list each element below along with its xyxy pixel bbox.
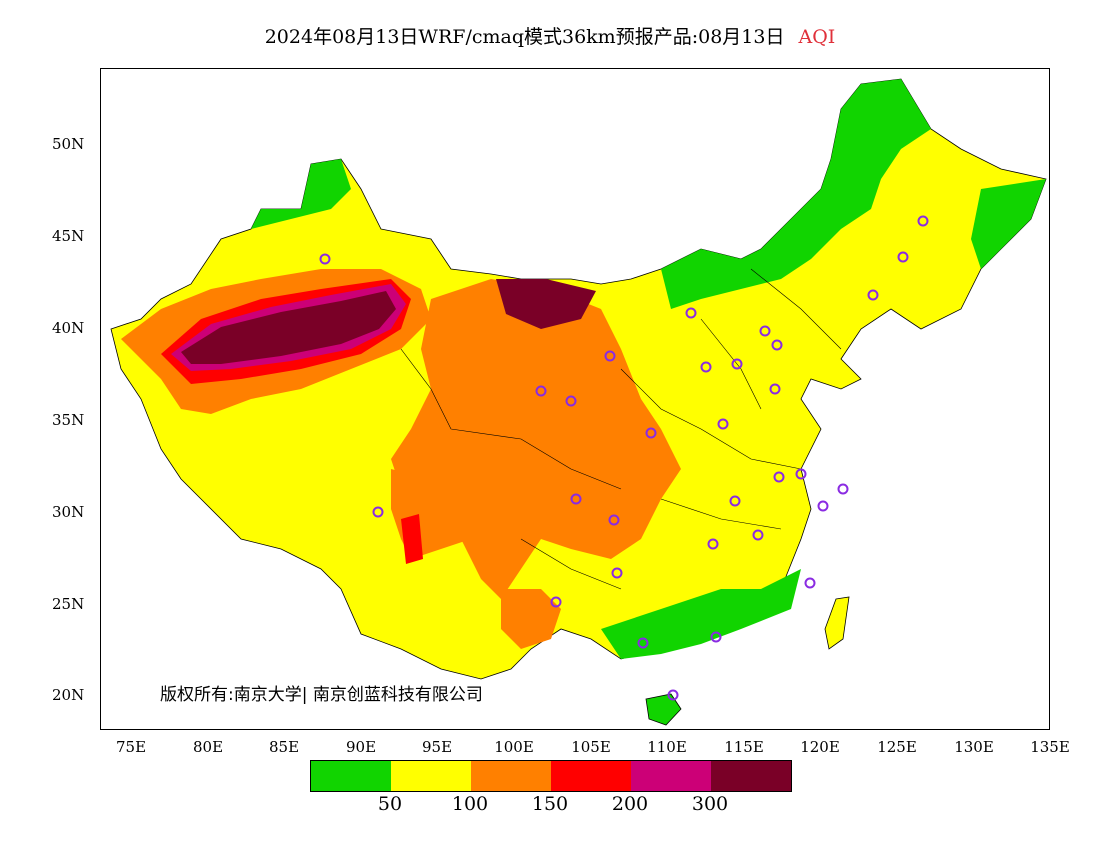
x-tick-label: 75E — [115, 738, 147, 756]
y-tick-label: 30N — [52, 503, 85, 521]
x-tick-label: 80E — [192, 738, 224, 756]
city-marker — [637, 637, 649, 649]
green-northwest — [251, 159, 351, 229]
city-marker — [769, 383, 781, 395]
province-lines — [400, 268, 842, 590]
red-tibet-south — [401, 514, 423, 564]
city-marker — [729, 495, 741, 507]
legend-swatch — [311, 761, 391, 791]
legend-swatch — [631, 761, 711, 791]
city-marker — [771, 339, 783, 351]
city-markers — [319, 215, 929, 701]
copyright-text: 版权所有:南京大学| 南京创蓝科技有限公司 — [160, 685, 483, 705]
legend-label: 50 — [377, 793, 403, 815]
city-marker — [867, 289, 879, 301]
legend-label: 100 — [451, 793, 489, 815]
orange-yunnan — [501, 589, 561, 649]
city-marker — [795, 468, 807, 480]
city-marker — [667, 689, 679, 701]
city-marker — [372, 506, 384, 518]
legend-swatch — [391, 761, 471, 791]
aqi-map — [100, 68, 1050, 730]
city-marker — [897, 251, 909, 263]
city-marker — [717, 418, 729, 430]
city-marker — [700, 361, 712, 373]
city-marker — [645, 427, 657, 439]
city-marker — [773, 471, 785, 483]
legend-label: 300 — [691, 793, 729, 815]
city-marker — [565, 395, 577, 407]
y-tick-label: 20N — [52, 686, 85, 704]
city-marker — [319, 253, 331, 265]
x-tick-label: 105E — [571, 738, 611, 756]
map-title: 2024年08月13日WRF/cmaq模式36km预报产品:08月13日 AQI — [0, 22, 1100, 49]
city-marker — [752, 529, 764, 541]
city-marker — [804, 577, 816, 589]
city-marker — [707, 538, 719, 550]
city-marker — [570, 493, 582, 505]
city-marker — [685, 307, 697, 319]
x-tick-label: 130E — [954, 738, 994, 756]
green-northeast — [661, 79, 931, 309]
x-tick-label: 125E — [877, 738, 917, 756]
x-tick-label: 85E — [268, 738, 300, 756]
maroon-alxa — [496, 279, 596, 329]
green-south — [601, 569, 801, 659]
legend-label: 200 — [611, 793, 649, 815]
y-tick-label: 50N — [52, 135, 85, 153]
y-tick-label: 40N — [52, 319, 85, 337]
maroon-tarim — [181, 291, 396, 364]
title-variable: AQI — [798, 26, 836, 48]
city-marker — [817, 500, 829, 512]
city-marker — [535, 385, 547, 397]
legend-label: 150 — [531, 793, 569, 815]
city-marker — [837, 483, 849, 495]
x-tick-label: 95E — [421, 738, 453, 756]
city-marker — [917, 215, 929, 227]
x-tick-label: 110E — [647, 738, 687, 756]
taiwan-region — [824, 596, 850, 650]
city-marker — [550, 596, 562, 608]
legend-swatch — [471, 761, 551, 791]
x-tick-label: 135E — [1030, 738, 1070, 756]
x-tick-label: 90E — [345, 738, 377, 756]
x-tick-label: 100E — [494, 738, 534, 756]
city-marker — [759, 325, 771, 337]
y-tick-label: 25N — [52, 595, 85, 613]
x-tick-label: 120E — [800, 738, 840, 756]
x-tick-label: 115E — [724, 738, 764, 756]
city-marker — [604, 350, 616, 362]
title-text: 2024年08月13日WRF/cmaq模式36km预报产品:08月13日 — [264, 26, 785, 48]
color-legend — [310, 760, 792, 792]
y-tick-label: 35N — [52, 411, 85, 429]
city-marker — [731, 358, 743, 370]
legend-swatch — [711, 761, 791, 791]
green-east-edge — [971, 179, 1046, 269]
y-tick-label: 45N — [52, 227, 85, 245]
aqi-map-svg — [110, 78, 1047, 726]
legend-swatch — [551, 761, 631, 791]
hainan-green — [645, 693, 682, 726]
city-marker — [710, 631, 722, 643]
city-marker — [608, 514, 620, 526]
city-marker — [611, 567, 623, 579]
